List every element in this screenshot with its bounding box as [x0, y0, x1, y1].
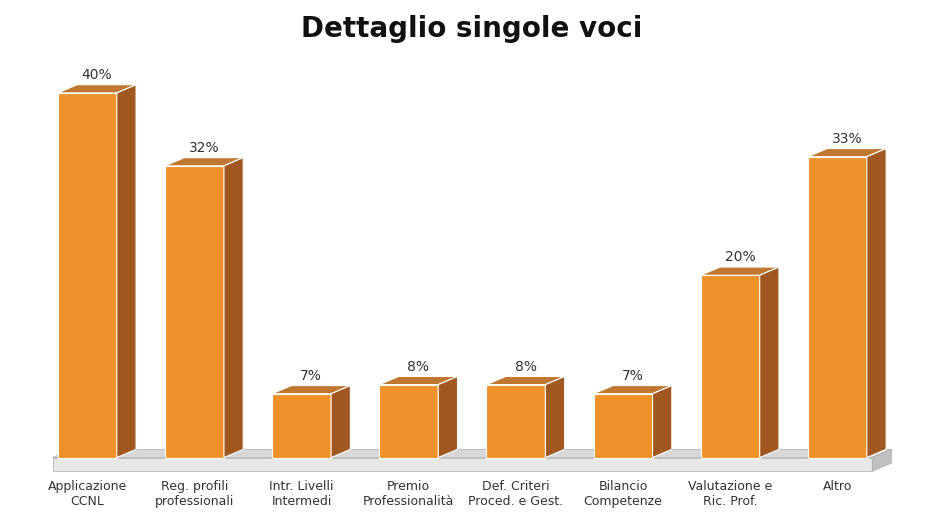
FancyBboxPatch shape: [58, 93, 117, 458]
Text: 32%: 32%: [189, 141, 219, 155]
Text: 7%: 7%: [300, 369, 322, 383]
Polygon shape: [272, 385, 350, 394]
Polygon shape: [652, 385, 672, 458]
Text: 20%: 20%: [725, 251, 755, 264]
FancyBboxPatch shape: [486, 384, 546, 458]
Polygon shape: [379, 377, 458, 384]
Polygon shape: [117, 85, 136, 458]
FancyBboxPatch shape: [53, 458, 872, 471]
Polygon shape: [867, 149, 886, 458]
Polygon shape: [486, 377, 565, 384]
FancyBboxPatch shape: [165, 166, 224, 458]
Polygon shape: [438, 377, 458, 458]
FancyBboxPatch shape: [700, 275, 760, 458]
Polygon shape: [331, 385, 350, 458]
FancyBboxPatch shape: [808, 157, 867, 458]
Polygon shape: [808, 149, 886, 157]
Polygon shape: [872, 449, 891, 471]
Polygon shape: [165, 157, 244, 166]
Polygon shape: [53, 449, 891, 458]
Polygon shape: [760, 267, 779, 458]
FancyBboxPatch shape: [594, 394, 652, 458]
Text: 8%: 8%: [408, 360, 430, 374]
FancyBboxPatch shape: [379, 384, 438, 458]
Title: Dettaglio singole voci: Dettaglio singole voci: [301, 15, 643, 43]
Polygon shape: [224, 157, 244, 458]
Text: 40%: 40%: [82, 68, 112, 82]
Polygon shape: [546, 377, 565, 458]
Polygon shape: [700, 267, 779, 275]
FancyBboxPatch shape: [272, 394, 331, 458]
Text: 33%: 33%: [832, 132, 862, 146]
Text: 7%: 7%: [622, 369, 644, 383]
Polygon shape: [58, 85, 136, 93]
Text: 8%: 8%: [514, 360, 536, 374]
Polygon shape: [594, 385, 672, 394]
